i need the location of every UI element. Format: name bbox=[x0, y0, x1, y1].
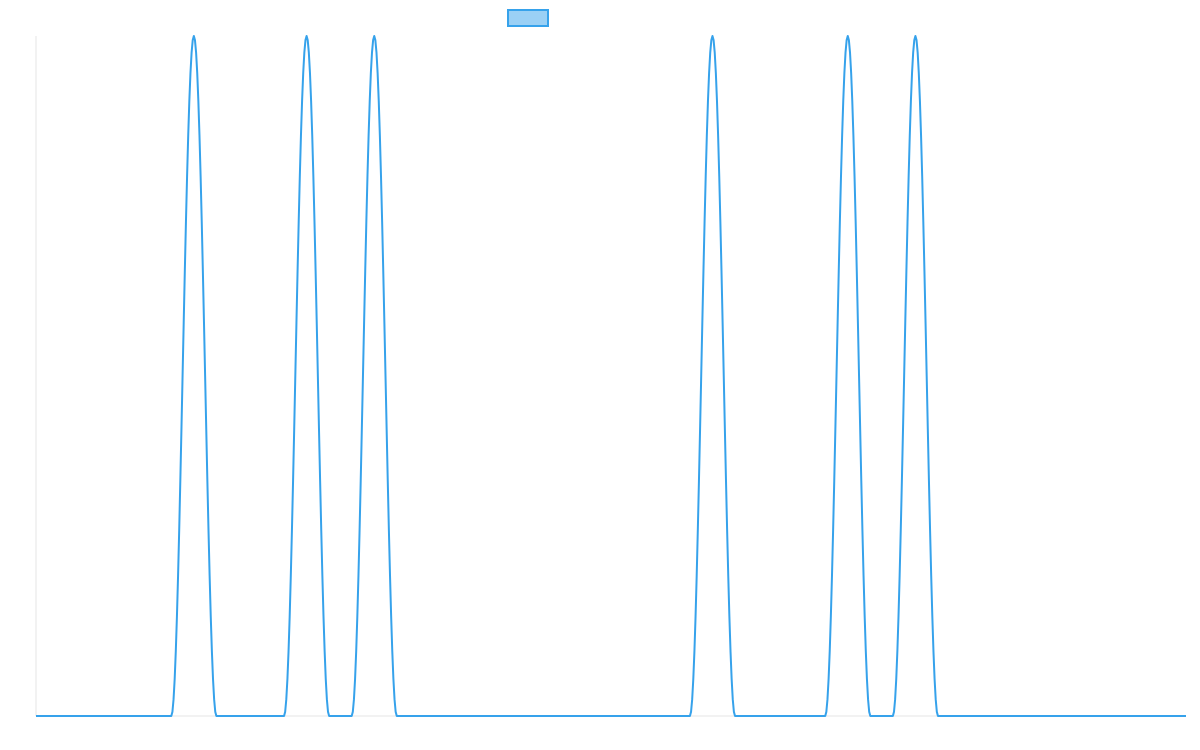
series-line bbox=[36, 35, 1186, 717]
axes bbox=[35, 36, 1186, 717]
series-layer bbox=[36, 35, 1186, 717]
legend[interactable] bbox=[507, 9, 549, 27]
legend-swatch[interactable] bbox=[507, 9, 549, 27]
